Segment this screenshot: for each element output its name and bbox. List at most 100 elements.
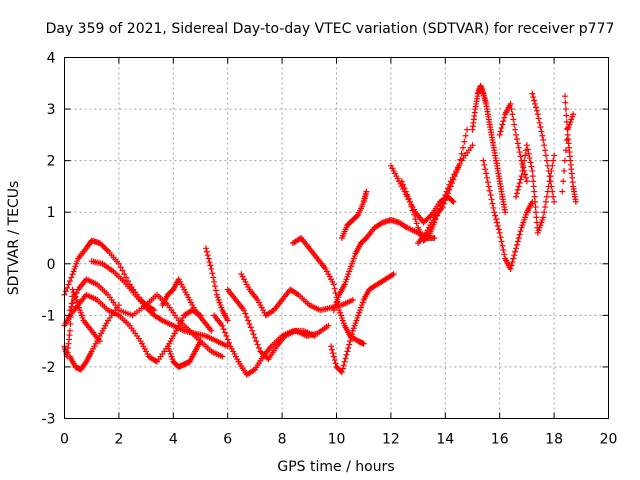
- data-point: [208, 327, 215, 334]
- data-point: [245, 317, 252, 324]
- y-tick-label: 4: [47, 51, 56, 67]
- data-point: [551, 198, 558, 205]
- y-tick-label: 0: [47, 257, 56, 273]
- y-tick-label: 2: [47, 154, 56, 170]
- y-tick-label: -2: [42, 360, 56, 376]
- data-point: [496, 229, 503, 236]
- data-point: [532, 100, 539, 107]
- y-axis-label: SDTVAR / TECUs: [6, 181, 22, 296]
- data-point: [67, 320, 74, 327]
- data-point: [66, 327, 73, 334]
- data-point: [203, 248, 210, 255]
- data-point: [296, 235, 303, 242]
- data-point: [408, 203, 415, 210]
- data-point: [480, 157, 487, 164]
- data-point: [446, 186, 453, 193]
- data-point: [546, 173, 553, 180]
- data-point: [532, 198, 539, 205]
- data-point: [224, 317, 231, 324]
- data-point: [202, 245, 209, 252]
- data-point: [246, 320, 253, 327]
- x-tick-label: 12: [382, 432, 400, 448]
- data-points: [61, 82, 579, 378]
- data-point: [549, 188, 556, 195]
- data-point: [330, 281, 337, 288]
- data-point: [485, 183, 492, 190]
- data-point: [447, 183, 454, 190]
- data-point: [498, 238, 505, 245]
- data-point: [499, 242, 506, 249]
- data-point: [542, 147, 549, 154]
- data-point: [561, 93, 568, 100]
- data-point: [65, 281, 72, 288]
- data-point: [328, 346, 335, 353]
- data-point: [532, 204, 539, 211]
- data-point: [542, 152, 549, 159]
- data-point: [517, 153, 524, 160]
- data-point: [439, 204, 446, 211]
- x-tick-label: 10: [328, 432, 346, 448]
- data-point: [522, 152, 529, 159]
- data-point: [331, 285, 338, 292]
- data-point: [489, 200, 496, 207]
- data-point: [563, 137, 570, 144]
- data-point: [500, 247, 507, 254]
- data-point: [507, 100, 514, 107]
- data-point: [522, 171, 529, 178]
- data-point: [532, 104, 539, 111]
- data-point: [538, 128, 545, 135]
- x-tick-label: 6: [223, 432, 232, 448]
- data-point: [497, 128, 504, 135]
- data-point: [342, 355, 349, 362]
- y-tick-label: 3: [47, 102, 56, 118]
- data-point: [332, 360, 339, 367]
- data-point: [531, 188, 538, 195]
- data-point: [440, 200, 447, 207]
- data-point: [454, 166, 461, 173]
- data-point: [515, 235, 522, 241]
- data-point: [559, 188, 566, 195]
- data-point: [449, 198, 456, 205]
- x-tick-label: 14: [436, 432, 454, 448]
- data-point: [117, 264, 124, 271]
- data-point: [250, 367, 257, 374]
- data-point: [535, 115, 542, 122]
- data-point: [525, 150, 532, 157]
- series-track-8: [159, 276, 215, 334]
- data-point: [449, 179, 456, 186]
- data-point: [294, 290, 301, 297]
- data-point: [331, 357, 338, 364]
- data-point: [450, 198, 457, 205]
- data-point: [250, 331, 257, 338]
- data-point: [562, 106, 569, 113]
- data-point: [507, 265, 514, 272]
- data-point: [96, 338, 103, 345]
- data-point: [341, 358, 348, 365]
- data-point: [531, 193, 538, 200]
- data-point: [530, 178, 537, 185]
- data-point: [531, 97, 538, 104]
- data-point: [343, 351, 350, 358]
- series-track-25: [561, 93, 579, 205]
- data-point: [499, 121, 506, 128]
- data-point: [339, 365, 346, 372]
- data-point: [115, 302, 122, 309]
- data-point: [212, 287, 219, 294]
- data-point: [490, 204, 497, 211]
- data-point: [348, 331, 355, 338]
- data-point: [209, 270, 216, 277]
- data-point: [529, 90, 536, 97]
- data-point: [562, 99, 569, 106]
- data-point: [224, 336, 231, 343]
- data-point: [550, 157, 557, 164]
- data-point: [508, 262, 515, 269]
- data-point: [487, 192, 494, 199]
- data-point: [540, 214, 547, 221]
- data-point: [488, 196, 495, 203]
- data-point: [540, 137, 547, 144]
- chart-title: Day 359 of 2021, Sidereal Day-to-day VTE…: [46, 21, 615, 37]
- data-point: [513, 131, 520, 138]
- data-point: [119, 267, 126, 274]
- data-point: [570, 111, 577, 118]
